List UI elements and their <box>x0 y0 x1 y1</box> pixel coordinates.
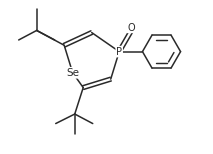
Text: P: P <box>116 47 122 57</box>
Text: O: O <box>127 23 135 33</box>
Text: Se: Se <box>66 68 79 78</box>
